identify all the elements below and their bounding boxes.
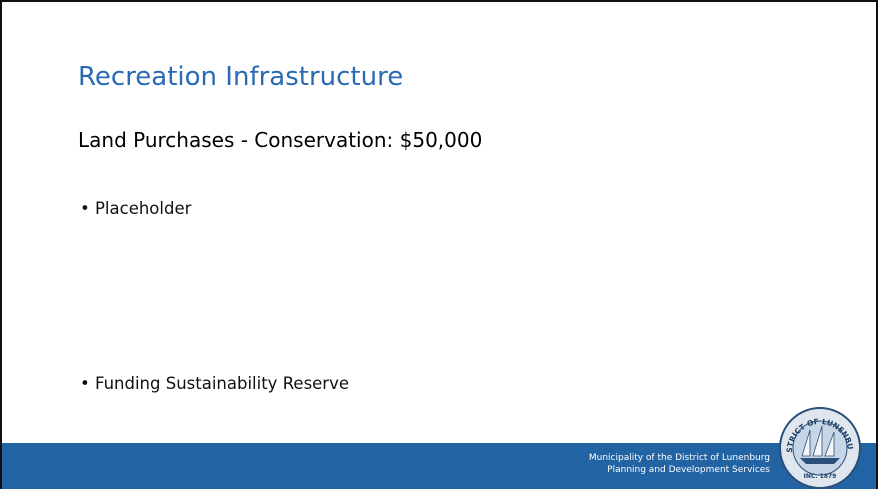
bullet: • Placeholder [80,199,192,218]
bullet: • Funding Sustainability Reserve [80,374,350,393]
footer-line: Municipality of the District of Lunenbur… [588,453,770,463]
logo-hull [800,458,840,464]
logo: DISTRICT OF LUNENBURG INC. 1879 [778,406,861,489]
logo-year-text: INC. 1879 [804,473,837,480]
slide-title: Recreation Infrastructure [78,62,404,92]
footer-line: Planning and Development Services [607,465,770,475]
slide-subtitle: Land Purchases - Conservation: $50,000 [78,128,483,152]
footer-bar: Municipality of the District of Lunenbur… [2,443,876,489]
bullet-text: Placeholder [94,199,192,218]
logo-sails [801,425,835,457]
bullet-text: Funding Sustainability Reserve [94,374,350,393]
